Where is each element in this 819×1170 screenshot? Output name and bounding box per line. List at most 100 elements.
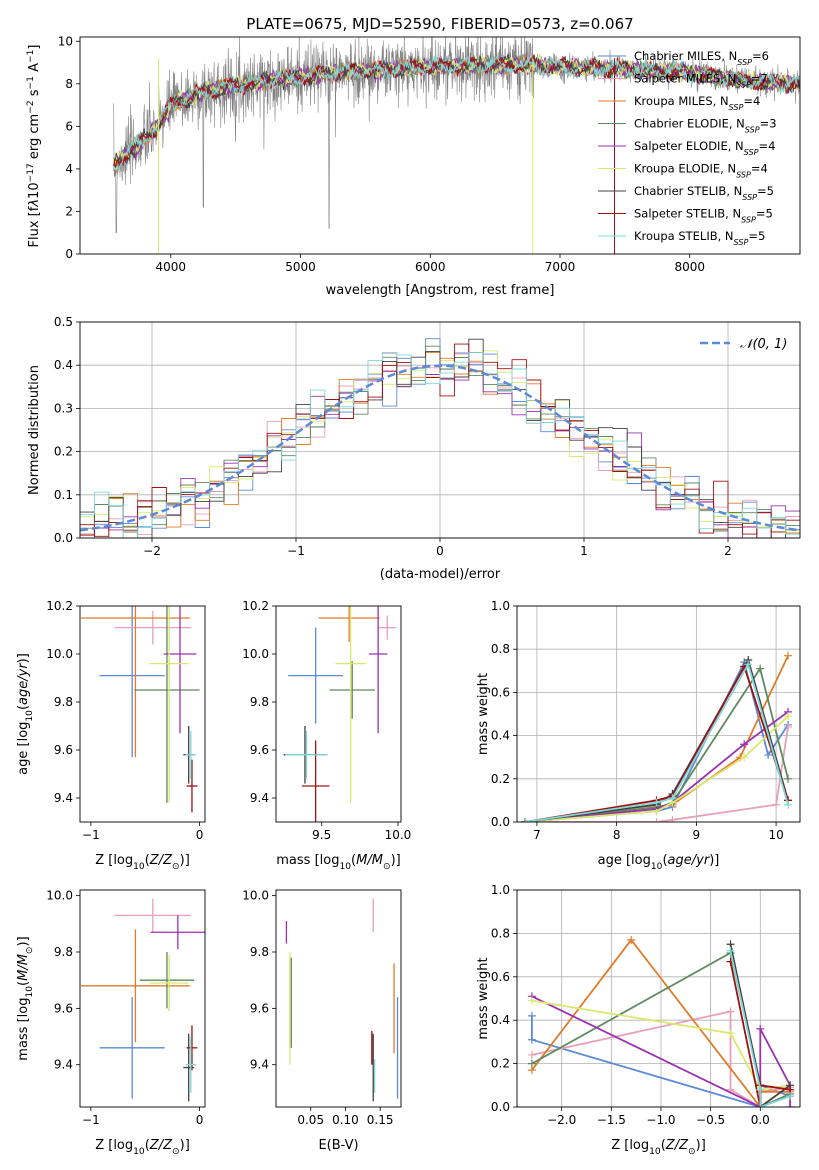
y-tick-label: 9.4 [250,1058,269,1072]
mass-vs-Z-plot-area [81,898,205,1102]
model-line [113,54,800,169]
y-tick-label: 8 [65,77,73,91]
axes-frame [516,605,801,823]
massweight-vs-Z-plot-area [527,935,795,1107]
age-vs-mass-plot-area [283,606,397,822]
y-axis-label: Flux [fλ10−17 erg cm−2 s−1 A−1] [26,45,42,248]
x-tick-label: −1 [287,544,305,558]
y-axis-label: mass weight [476,673,491,755]
y-tick-label: 9.6 [54,1001,73,1015]
x-tick-label: 8 [613,828,621,842]
data-point-marker [726,946,735,955]
data-point-marker [786,1092,795,1101]
data-point-marker [772,800,781,809]
y-tick-label: 10 [58,34,73,48]
y-tick-label: 0.2 [54,445,73,459]
data-point-marker [668,815,677,822]
data-point-marker [756,1085,765,1094]
data-point-marker [652,798,661,807]
x-tick-label: 6000 [415,260,446,274]
x-tick-label: 7000 [545,260,576,274]
legend-label: Salpeter ELODIE, NSSP=4 [634,139,775,157]
y-tick-label: 9.4 [54,1058,73,1072]
massweight-vs-Z-panel: −2.0 −1.5 −1.0 −0.5 0.0 0.0 0.2 0.4 0.6 0.8 1.0 Z [… [476,883,801,1157]
data-point-marker [520,818,529,822]
y-tick-label: 9.4 [54,791,73,805]
y-tick-label: 9.6 [54,743,73,757]
axes-frame [79,605,206,823]
y-tick-label: 10.2 [46,599,73,613]
y-tick-label: 10.2 [242,599,269,613]
legend-label: 𝒩(0, 1) [740,337,787,352]
figure-title: PLATE=0675, MJD=52590, FIBERID=0573, z=0… [246,15,633,33]
data-point-marker [740,740,749,749]
x-tick-label: 1 [580,544,588,558]
axes-frame [516,889,801,1108]
y-tick-label: 9.8 [250,695,269,709]
legend-label: Chabrier MILES, NSSP=6 [634,49,769,67]
model-line [113,56,800,172]
x-axis-label: Z [log10(Z/Z⊙)] [95,853,190,872]
y-tick-label: 0 [65,247,73,261]
y-tick-label: 0.2 [491,772,510,786]
series-line [531,938,791,1107]
x-tick-label: 9.5 [312,828,331,842]
data-point-marker [764,751,773,760]
x-tick-label: 0 [196,828,204,842]
legend-label: Kroupa STELIB, NSSP=5 [634,229,765,247]
y-axis-label: Normed distribution [27,365,42,495]
data-point-marker [784,800,793,809]
age-vs-Z-panel: −1 0 9.4 9.6 9.8 10.0 10.2 Z [log10(Z/Z⊙)] age [… [16,599,206,872]
y-tick-label: 9.8 [54,695,73,709]
spectrum-panel: 4000 5000 6000 7000 8000 0 2 4 6 8 10 Chabrier MILE… [26,34,801,298]
y-tick-label: 9.8 [54,945,73,959]
x-tick-label: −1 [82,828,100,842]
residuals-plot-area [80,338,800,538]
x-tick-label: 4000 [156,260,187,274]
x-axis-label: Z [log10(Z/Z⊙)] [95,1138,190,1157]
data-point-marker [786,1103,795,1107]
y-tick-label: 0.6 [491,685,510,699]
y-tick-label: 0.5 [54,315,73,329]
y-tick-label: 10.0 [46,889,73,903]
legend-label: Kroupa ELODIE, NSSP=4 [634,162,768,180]
data-point-marker [784,722,793,731]
y-axis-label: age [log10(age/yr)] [16,653,35,775]
data-point-marker [627,935,636,944]
mass-vs-ebv-plot-area [285,898,399,1102]
y-tick-label: 10.0 [242,889,269,903]
x-tick-label: 7 [533,828,541,842]
massweight-vs-age-panel: 7 8 9 10 0.0 0.2 0.4 0.6 0.8 1.0 age [log10(age/yr… [476,599,801,872]
y-tick-label: 1.0 [491,599,510,613]
residuals-panel: −2 −1 0 1 2 0.0 0.1 0.2 0.3 0.4 0.5 𝒩(0, 1) (data-mo… [27,315,801,582]
y-tick-label: 0.0 [54,531,73,545]
x-tick-label: 9 [693,828,701,842]
y-tick-label: 0.0 [491,815,510,829]
data-point-marker [784,774,793,783]
x-tick-label: 5000 [285,260,316,274]
x-axis-label: age [log10(age/yr)] [598,853,720,872]
data-point-marker [652,818,661,822]
x-axis-label: (data-model)/error [380,567,501,582]
axes-frame [275,889,402,1108]
x-tick-label: −2.0 [547,1113,576,1127]
mass-vs-Z-panel: −1 0 9.4 9.6 9.8 10.0 Z [log10(Z/Z⊙)] mass [log… [16,889,206,1157]
y-tick-label: 0.4 [54,358,73,372]
age-vs-mass-panel: 9.5 10.0 9.4 9.6 9.8 10.0 10.2 mass [log10(M/M⊙… [242,599,411,872]
x-tick-label: −1.5 [597,1113,626,1127]
data-point-marker [668,794,677,803]
legend-label: Salpeter MILES, NSSP=7 [634,72,768,90]
data-point-marker [756,664,765,673]
data-point-marker [527,996,536,1005]
x-tick-label: 8000 [674,260,705,274]
x-tick-label: 0.05 [297,1113,324,1127]
y-tick-label: 9.8 [250,945,269,959]
x-tick-label: −1.0 [646,1113,675,1127]
y-tick-label: 0.2 [491,1057,510,1071]
y-tick-label: 1.0 [491,883,510,897]
data-point-marker [527,1011,536,1020]
axes-frame [275,605,402,823]
x-tick-label: 0.0 [751,1113,770,1127]
axes-frame [79,36,801,255]
